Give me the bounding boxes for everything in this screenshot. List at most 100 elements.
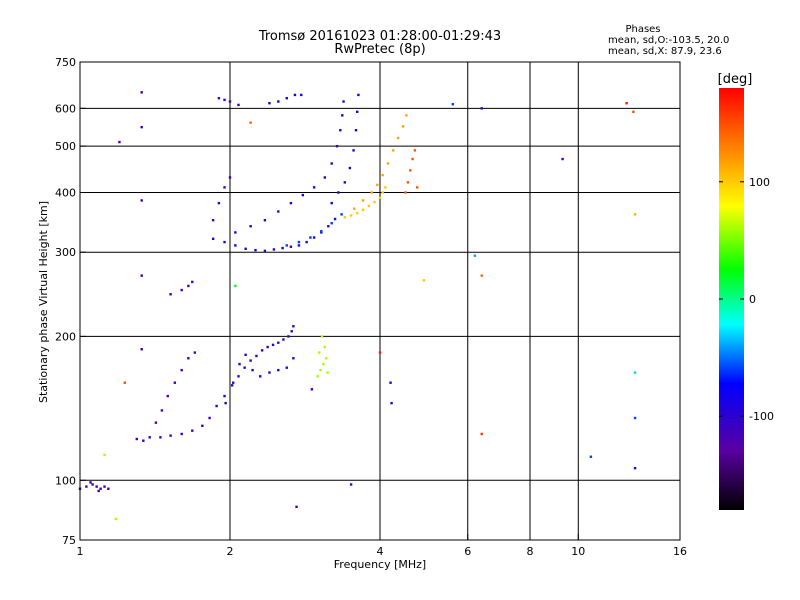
scattered-echo-point [625,101,628,105]
echo-point [193,351,197,354]
echo-point [244,247,247,250]
scattered-echo-point [389,381,392,384]
scattered-echo-point [103,453,106,457]
echo-point [378,196,382,199]
echo-point [272,248,276,251]
echo-point [391,149,395,152]
scattered-echo-point [422,279,426,282]
scattered-echo-point [140,91,143,94]
grid-lines [80,62,680,540]
echo-point [217,96,221,100]
echo-point [415,186,419,189]
echo-point [142,439,145,442]
scattered-echo-point [480,274,483,277]
echo-point [89,481,92,484]
echo-point [355,212,359,215]
scattered-echo-point [140,274,143,277]
echo-point [354,128,358,132]
echo-point [290,330,293,333]
x-tick-label: 4 [377,545,384,558]
echo-point [330,162,333,165]
echo-point [107,487,110,490]
scattered-echo-point [169,293,172,296]
colorbar-tick-label: 0 [749,293,756,306]
echo-point [208,416,211,420]
scattered-echo-point [118,140,121,144]
echo-point [95,485,98,488]
echo-point [159,436,162,439]
echo-point [349,214,353,217]
echo-point [373,200,376,204]
y-tick-label: 750 [55,56,76,69]
echo-point [224,401,227,405]
echo-point [85,485,88,488]
echo-point [320,229,323,233]
echo-point [327,225,330,228]
echo-point [413,149,417,152]
echo-point [97,489,100,493]
echo-point [223,186,226,189]
echo-point [282,338,285,341]
echo-point [237,103,240,107]
echo-point [191,429,194,432]
echo-point [234,231,237,234]
y-tick-label: 300 [55,246,76,259]
echo-point [341,114,344,117]
scattered-echo-point [249,121,252,124]
echo-point [312,186,316,189]
echo-point [320,335,324,338]
echo-point [355,110,359,114]
echo-point [91,483,94,486]
echo-point [386,162,390,165]
echo-point [223,394,226,398]
scattered-echo-point [234,284,237,288]
scattered-echo-point [390,401,393,405]
x-tick-label: 10 [571,545,585,558]
scattered-echo-point [349,483,353,486]
echo-point [263,219,267,222]
echo-point [352,207,356,210]
colorbar-gradient [719,88,744,510]
echo-point [166,394,169,398]
echo-point [268,101,271,105]
echo-point [361,208,365,212]
echo-point [173,381,177,384]
scattered-echo-point [632,110,635,114]
echo-point [281,246,284,250]
echo-point [292,325,295,328]
echo-point [223,98,226,102]
y-tick-label: 400 [55,186,76,199]
echo-point [103,485,106,488]
scattered-echo-point [561,157,564,161]
echo-point [367,204,371,208]
scattered-echo-point [123,381,126,384]
scattered-echo-point [114,517,118,521]
scattered-echo-point [480,432,483,436]
echo-point [343,181,347,184]
colorbar: [deg] 100 0 -100 [718,72,774,510]
echo-point [343,216,347,219]
echo-point [335,144,339,148]
echo-point [340,213,343,216]
scattered-echo-point [633,416,637,420]
echo-point [352,149,355,152]
colorbar-ticks: 100 0 -100 [719,176,774,423]
x-tick-label: 1 [77,545,84,558]
y-axis: 75 100 200 300 400 500 600 750 [55,56,86,547]
scattered-echo-point [140,199,143,202]
echo-point [263,249,267,253]
x-tick-label: 16 [673,545,687,558]
scattered-echo-point [473,254,477,257]
echo-point [160,409,164,412]
x-axis-label: Frequency [MHz] [334,558,426,571]
echo-point [297,244,301,247]
echo-point [326,371,329,374]
echo-point [277,341,280,344]
echo-point [342,100,345,103]
echo-point [384,186,387,189]
echo-point [292,357,295,360]
echo-point [287,335,290,338]
echo-point [154,421,158,424]
scattered-echo-point [378,351,382,354]
